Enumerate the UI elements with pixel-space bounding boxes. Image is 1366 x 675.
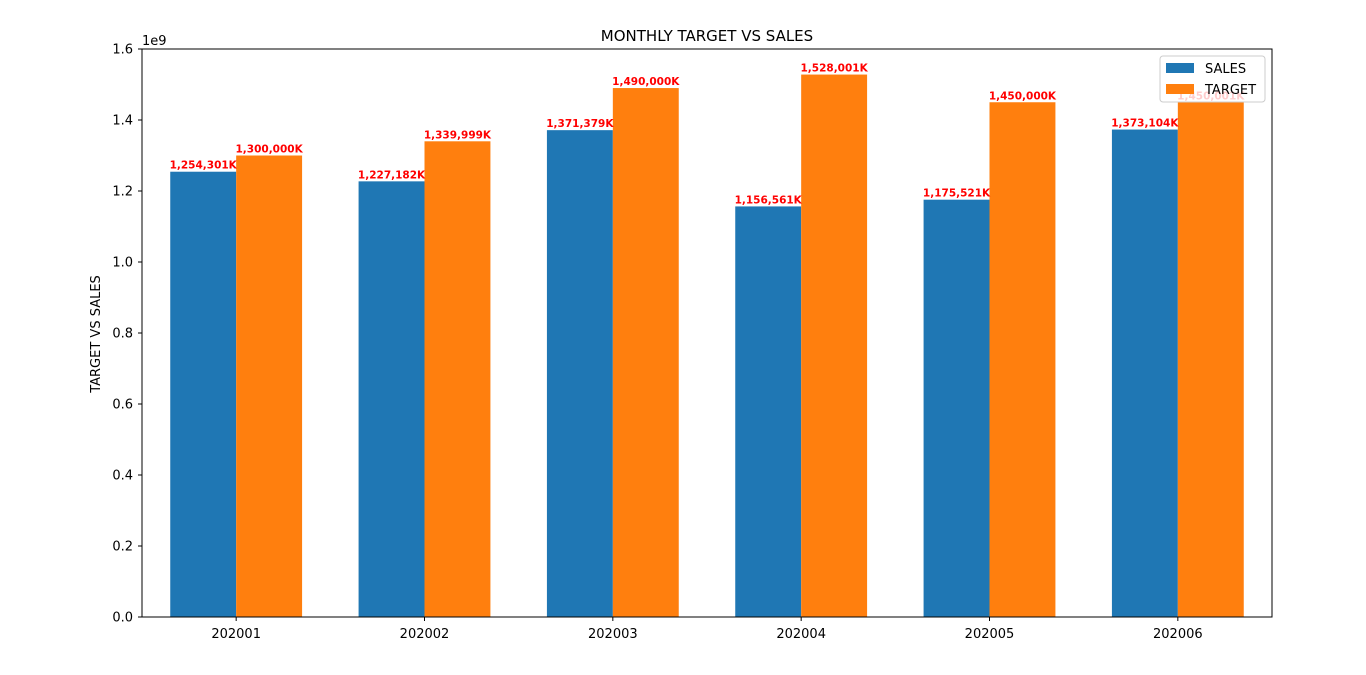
- y-tick-label-1.6: 1.6: [112, 43, 133, 58]
- bar-sales-202004: [735, 206, 802, 618]
- data-label-sales-202004: 1,156,561K: [735, 194, 803, 206]
- bar-target-202003: [612, 88, 679, 618]
- y-tick-label-0.4: 0.4: [112, 469, 133, 484]
- y-axis-offset-label: 1e9: [142, 34, 167, 49]
- x-tick-label-202005: 202005: [965, 627, 1015, 642]
- bar-sales-202003: [546, 130, 613, 617]
- bar-target-202005: [989, 102, 1056, 617]
- x-axis: 202001 202002 202003 202004 202005 202006: [211, 617, 1203, 642]
- data-label-sales-202006: 1,373,104K: [1111, 118, 1179, 130]
- y-axis: 0.0 0.2 0.4 0.6 0.8 1.0 1.2 1.4 1.6: [112, 43, 142, 626]
- bar-data-labels-group: 1,254,301K 1,300,000K 1,227,182K 1,339,999K…: [170, 63, 1246, 207]
- data-label-sales-202003: 1,371,379K: [546, 118, 614, 130]
- y-tick-label-0.6: 0.6: [112, 398, 133, 413]
- x-tick-label-202002: 202002: [400, 627, 450, 642]
- x-tick-label-202003: 202003: [588, 627, 638, 642]
- bars-group: [170, 74, 1244, 618]
- data-label-target-202001: 1,300,000K: [235, 144, 303, 156]
- y-tick-label-1.4: 1.4: [112, 114, 133, 129]
- y-tick-label-0.2: 0.2: [112, 540, 133, 555]
- legend-label-target: TARGET: [1204, 83, 1256, 98]
- bar-target-202001: [236, 155, 303, 617]
- data-label-target-202005: 1,450,000K: [989, 90, 1057, 102]
- data-label-target-202004: 1,528,001K: [800, 63, 868, 75]
- y-tick-label-0.8: 0.8: [112, 327, 133, 342]
- data-label-sales-202005: 1,175,521K: [923, 188, 991, 200]
- x-tick-label-202004: 202004: [776, 627, 826, 642]
- y-tick-label-1.2: 1.2: [112, 185, 133, 200]
- bar-sales-202006: [1111, 129, 1178, 618]
- legend: SALES TARGET: [1159, 55, 1266, 103]
- chart-title: MONTHLY TARGET VS SALES: [601, 27, 813, 45]
- bar-target-202002: [424, 141, 491, 618]
- y-axis-label: TARGET VS SALES: [89, 275, 104, 394]
- bar-sales-202002: [358, 181, 425, 617]
- bar-sales-202005: [923, 199, 990, 617]
- bar-sales-202001: [170, 171, 237, 617]
- y-tick-label-1.0: 1.0: [112, 256, 133, 271]
- legend-swatch-sales: [1166, 63, 1194, 73]
- legend-label-sales: SALES: [1205, 62, 1246, 77]
- data-label-target-202003: 1,490,000K: [612, 76, 680, 88]
- x-tick-label-202001: 202001: [211, 627, 261, 642]
- y-tick-label-0.0: 0.0: [112, 611, 133, 626]
- data-label-target-202002: 1,339,999K: [424, 129, 492, 141]
- data-label-sales-202002: 1,227,182K: [358, 169, 426, 181]
- bar-target-202006: [1177, 102, 1244, 617]
- bar-target-202004: [801, 74, 868, 617]
- legend-swatch-target: [1166, 84, 1194, 94]
- x-tick-label-202006: 202006: [1153, 627, 1203, 642]
- plot-area-frame: [141, 48, 1273, 618]
- data-label-sales-202001: 1,254,301K: [170, 160, 238, 172]
